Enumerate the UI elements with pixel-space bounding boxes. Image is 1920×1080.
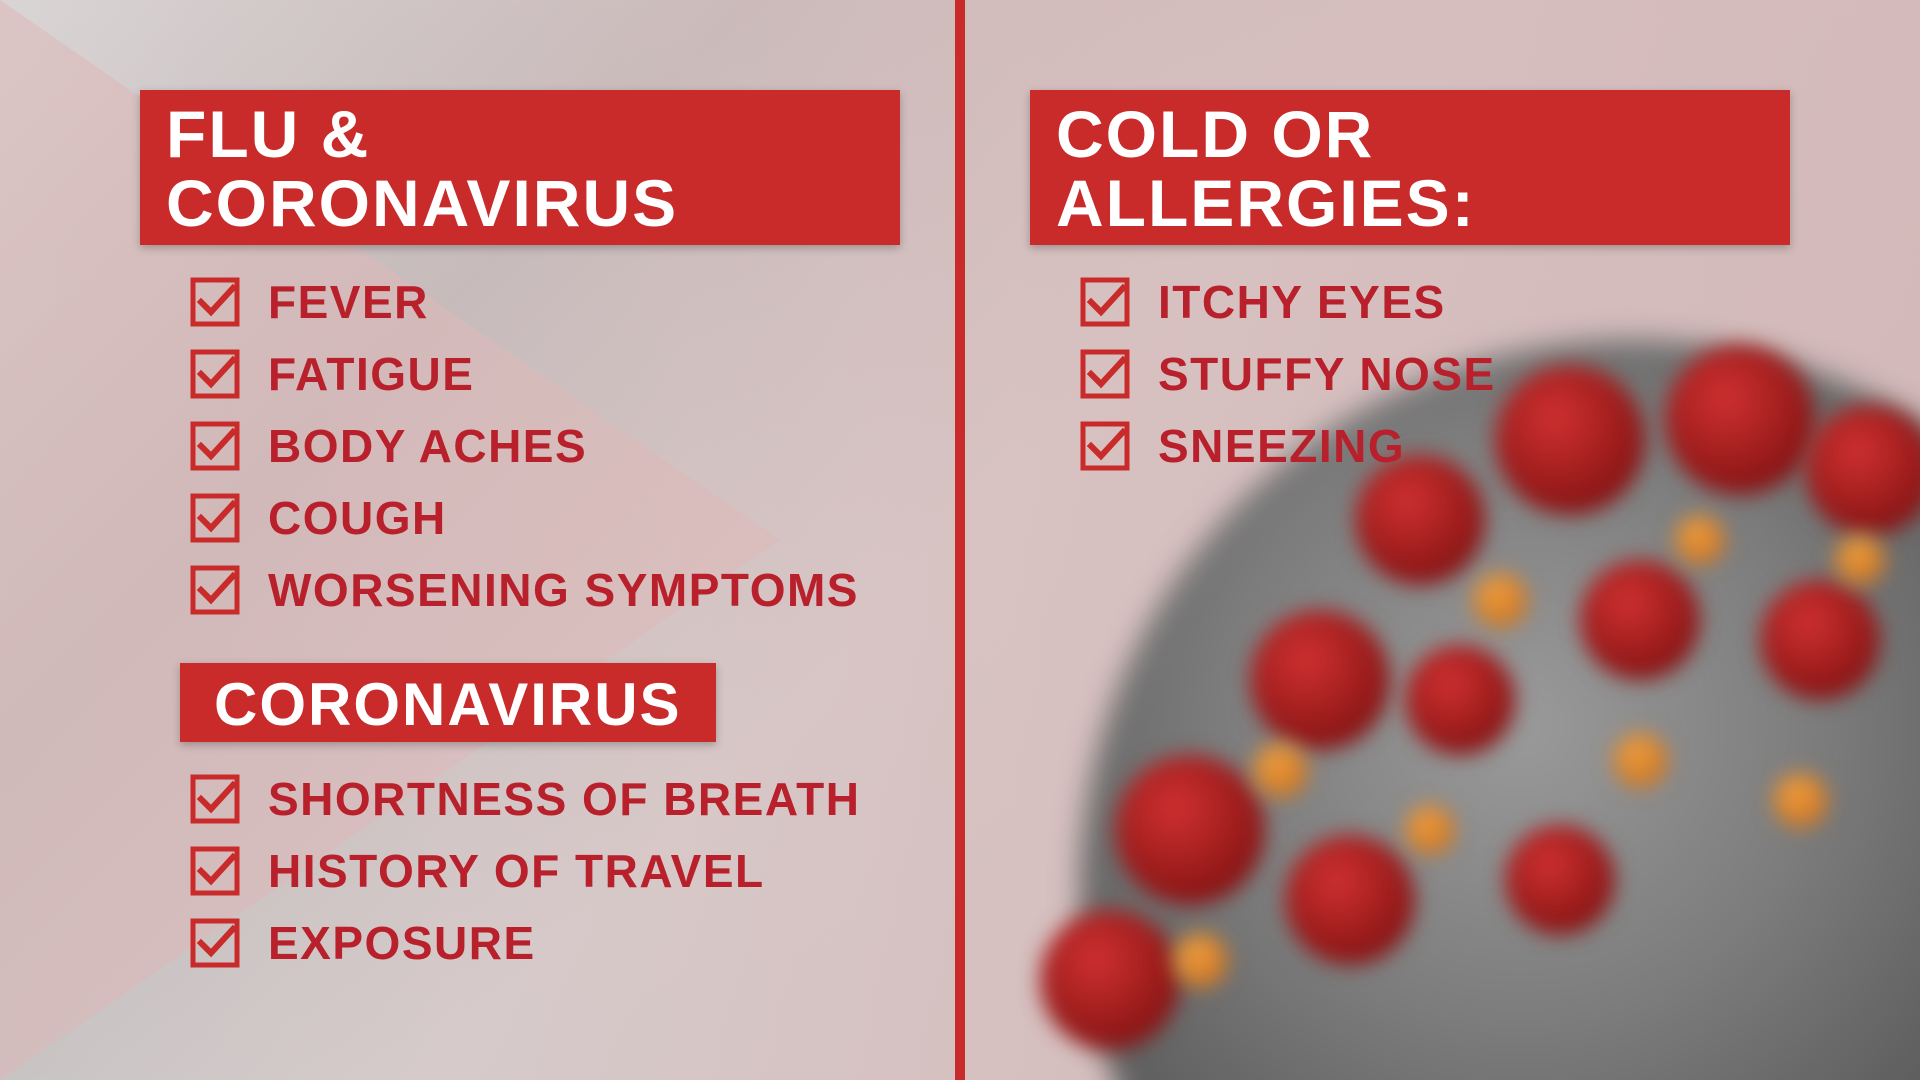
list-item: Worsening Symptoms xyxy=(190,563,900,617)
checkbox-icon xyxy=(190,349,240,399)
center-divider xyxy=(955,0,965,1080)
virus-spike xyxy=(1173,933,1228,988)
heading-coronavirus: Coronavirus xyxy=(180,663,716,742)
list-item: Sneezing xyxy=(1080,419,1790,473)
checkbox-icon xyxy=(190,774,240,824)
item-label: Fever xyxy=(268,275,429,329)
virus-spike xyxy=(1040,910,1180,1050)
list-item: Exposure xyxy=(190,916,900,970)
item-label: Exposure xyxy=(268,916,536,970)
checkbox-icon xyxy=(1080,349,1130,399)
checkbox-icon xyxy=(190,277,240,327)
item-label: Itchy Eyes xyxy=(1158,275,1446,329)
virus-spike xyxy=(1405,645,1515,755)
list-item: Stuffy Nose xyxy=(1080,347,1790,401)
virus-spike xyxy=(1580,560,1700,680)
heading-flu-coronavirus: Flu & Coronavirus xyxy=(140,90,900,245)
list-item: Body Aches xyxy=(190,419,900,473)
checkbox-icon xyxy=(1080,421,1130,471)
item-label: Shortness of Breath xyxy=(268,772,860,826)
item-label: Body Aches xyxy=(268,419,587,473)
list-item: Cough xyxy=(190,491,900,545)
checkbox-icon xyxy=(190,565,240,615)
heading-cold-allergies: Cold or Allergies: xyxy=(1030,90,1790,245)
virus-spike xyxy=(1115,755,1265,905)
checklist-coronavirus: Shortness of Breath History of Travel Ex… xyxy=(190,772,900,970)
item-label: Cough xyxy=(268,491,447,545)
virus-spike xyxy=(1473,573,1528,628)
virus-spike xyxy=(1760,580,1880,700)
virus-spike xyxy=(1285,835,1415,965)
item-label: History of Travel xyxy=(268,844,765,898)
checkbox-icon xyxy=(190,846,240,896)
virus-spike xyxy=(1505,825,1615,935)
item-label: Fatigue xyxy=(268,347,474,401)
checklist-flu-coronavirus: Fever Fatigue Body Aches Cough Worsening… xyxy=(190,275,900,617)
checkbox-icon xyxy=(190,493,240,543)
checklist-cold-allergies: Itchy Eyes Stuffy Nose Sneezing xyxy=(1080,275,1790,473)
list-item: Shortness of Breath xyxy=(190,772,900,826)
checkbox-icon xyxy=(190,918,240,968)
checkbox-icon xyxy=(1080,277,1130,327)
list-item: Fever xyxy=(190,275,900,329)
virus-spike xyxy=(1250,610,1390,750)
virus-spike xyxy=(1675,515,1725,565)
list-item: Fatigue xyxy=(190,347,900,401)
item-label: Worsening Symptoms xyxy=(268,563,859,617)
virus-spike xyxy=(1405,805,1455,855)
virus-spike xyxy=(1835,535,1885,585)
checkbox-icon xyxy=(190,421,240,471)
list-item: History of Travel xyxy=(190,844,900,898)
virus-spike xyxy=(1613,733,1668,788)
list-item: Itchy Eyes xyxy=(1080,275,1790,329)
right-column: Cold or Allergies: Itchy Eyes Stuffy Nos… xyxy=(1030,90,1790,491)
item-label: Sneezing xyxy=(1158,419,1405,473)
item-label: Stuffy Nose xyxy=(1158,347,1496,401)
left-column: Flu & Coronavirus Fever Fatigue Body Ach… xyxy=(140,90,900,988)
virus-spike xyxy=(1253,743,1308,798)
virus-spike xyxy=(1773,773,1828,828)
